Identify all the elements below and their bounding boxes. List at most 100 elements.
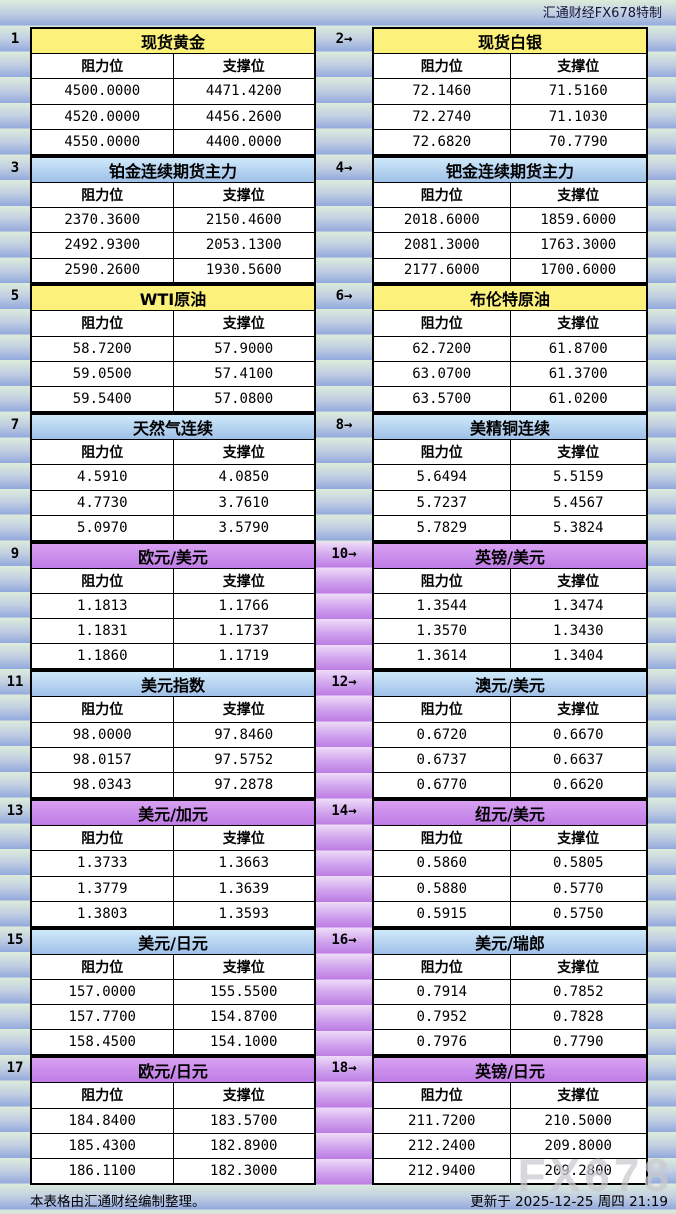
left-number-col: 3	[0, 156, 30, 285]
quote-table-left: 天然气连续 阻力位 支撑位 4.5910 4.0850 4.7730 3.761…	[30, 412, 316, 542]
table-row: 1.3803 1.3593	[30, 900, 316, 928]
table-row: 0.7914 0.7852	[372, 978, 648, 1006]
table-title-row: 美元/日元	[30, 928, 316, 955]
table-title-row: 纽元/美元	[372, 799, 648, 826]
table-number: 3	[10, 159, 20, 176]
gutter-col: 4→	[316, 156, 372, 285]
table-row: 1.3779 1.3639	[30, 875, 316, 902]
footer-update-time: 更新于 2025-12-25 周四 21:19	[470, 1193, 668, 1210]
table-row: 0.5860 0.5805	[372, 850, 648, 877]
resistance-value: 1.1813	[30, 592, 174, 620]
table-number: 2→	[335, 31, 353, 47]
table-title-row: 欧元/日元	[30, 1056, 316, 1084]
footer-source-note: 本表格由汇通财经编制整理。	[30, 1193, 206, 1210]
resistance-value: 72.2740	[372, 103, 511, 130]
support-value: 4471.4200	[172, 78, 316, 105]
table-row: 1.1813 1.1766	[30, 592, 316, 620]
credit-text: 汇通财经FX678特制	[542, 6, 662, 21]
support-value: 97.8460	[172, 721, 316, 748]
table-row: 4550.0000 4400.0000	[30, 128, 316, 156]
resistance-value: 59.0500	[30, 360, 174, 388]
resistance-value: 4500.0000	[30, 78, 174, 105]
right-margin-col	[648, 284, 676, 413]
resistance-column-header: 阻力位	[372, 310, 511, 337]
column-header-row: 阻力位 支撑位	[372, 953, 648, 980]
table-row: 4500.0000 4471.4200	[30, 78, 316, 105]
table-title: 美元指数	[30, 670, 316, 698]
section-row: 1 现货黄金 阻力位 支撑位 4500.0000 4471.4200 4520.…	[0, 27, 676, 156]
table-number: 5	[10, 288, 20, 305]
table-row: 72.6820 70.7790	[372, 128, 648, 156]
resistance-value: 1.3570	[372, 618, 511, 645]
support-value: 0.6620	[509, 772, 648, 799]
resistance-value: 62.7200	[372, 335, 511, 362]
quote-table-left: 现货黄金 阻力位 支撑位 4500.0000 4471.4200 4520.00…	[30, 27, 316, 156]
table-number: 11	[6, 674, 24, 691]
resistance-value: 4520.0000	[30, 103, 174, 130]
support-value: 3.7610	[172, 489, 316, 516]
support-column-header: 支撑位	[172, 52, 316, 80]
table-title: 美元/瑞郎	[372, 928, 648, 955]
table-number: 7	[10, 416, 20, 433]
resistance-value: 185.4300	[30, 1132, 174, 1160]
table-row: 72.1460 71.5160	[372, 78, 648, 105]
support-column-header: 支撑位	[172, 824, 316, 852]
column-header-row: 阻力位 支撑位	[30, 953, 316, 980]
table-title: 美精铜连续	[372, 413, 648, 440]
resistance-value: 0.6737	[372, 746, 511, 774]
support-value: 5.3824	[509, 514, 648, 542]
support-value: 57.9000	[172, 335, 316, 362]
table-row: 2590.2600 1930.5600	[30, 257, 316, 284]
credit-bar: 汇通财经FX678特制	[0, 0, 676, 27]
support-value: 209.2800	[509, 1158, 648, 1185]
support-column-header: 支撑位	[509, 52, 648, 80]
table-row: 0.6770 0.6620	[372, 772, 648, 799]
support-column-header: 支撑位	[509, 567, 648, 594]
support-value: 0.6637	[509, 746, 648, 774]
support-value: 1.3430	[509, 618, 648, 645]
resistance-value: 2370.3600	[30, 206, 174, 234]
support-value: 71.1030	[509, 103, 648, 130]
support-column-header: 支撑位	[172, 567, 316, 594]
support-column-header: 支撑位	[509, 824, 648, 852]
table-title: 美元/加元	[30, 799, 316, 826]
support-value: 57.4100	[172, 360, 316, 388]
table-number: 12→	[331, 674, 357, 691]
quote-table-right: 英镑/美元 阻力位 支撑位 1.3544 1.3474 1.3570 1.343…	[372, 541, 648, 671]
quote-table-left: 美元/加元 阻力位 支撑位 1.3733 1.3663 1.3779 1.363…	[30, 798, 316, 928]
table-row: 4.7730 3.7610	[30, 489, 316, 516]
gutter-col: 16→	[316, 927, 372, 1057]
resistance-column-header: 阻力位	[30, 567, 174, 594]
table-row: 5.7237 5.4567	[372, 489, 648, 516]
resistance-value: 59.5400	[30, 386, 174, 413]
resistance-value: 212.9400	[372, 1158, 511, 1185]
resistance-value: 1.3779	[30, 875, 174, 902]
table-row: 0.7952 0.7828	[372, 1004, 648, 1031]
table-number: 14→	[331, 802, 357, 819]
support-value: 2053.1300	[172, 232, 316, 259]
resistance-value: 0.5880	[372, 875, 511, 902]
table-number: 10→	[331, 545, 357, 562]
support-value: 61.3700	[509, 360, 648, 388]
table-title: 布伦特原油	[372, 284, 648, 312]
table-row: 1.1831 1.1737	[30, 618, 316, 645]
support-value: 0.5805	[509, 850, 648, 877]
table-row: 212.9400 209.2800	[372, 1158, 648, 1185]
right-margin-col	[648, 670, 676, 799]
support-value: 1.3639	[172, 875, 316, 902]
gutter-col: 2→	[316, 27, 372, 156]
table-row: 2018.6000 1859.6000	[372, 206, 648, 234]
table-title: 铂金连续期货主力	[30, 156, 316, 183]
resistance-column-header: 阻力位	[372, 567, 511, 594]
table-row: 0.5915 0.5750	[372, 900, 648, 928]
table-title-row: 美精铜连续	[372, 413, 648, 440]
table-row: 98.0343 97.2878	[30, 772, 316, 799]
resistance-column-header: 阻力位	[30, 1082, 174, 1109]
resistance-value: 0.5915	[372, 900, 511, 928]
support-value: 154.8700	[172, 1004, 316, 1031]
resistance-value: 58.7200	[30, 335, 174, 362]
support-value: 0.5750	[509, 900, 648, 928]
table-title: WTI原油	[30, 284, 316, 312]
resistance-value: 211.7200	[372, 1107, 511, 1134]
